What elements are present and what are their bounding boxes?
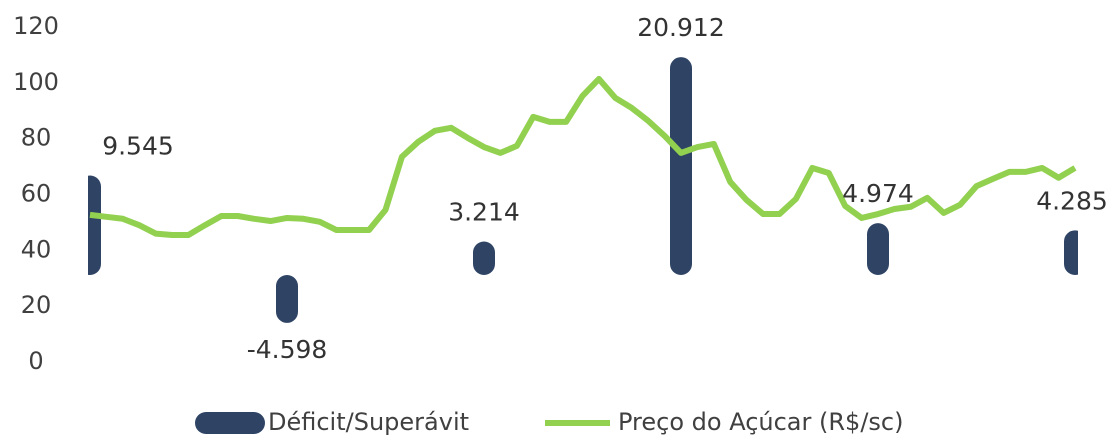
y-tick-label: 60	[21, 180, 52, 208]
legend-swatch	[195, 412, 265, 434]
data-label: 3.214	[448, 198, 520, 227]
bar	[1064, 230, 1078, 275]
bar	[473, 241, 495, 275]
y-tick-label: 20	[21, 291, 52, 319]
legend-label: Déficit/Superávit	[268, 408, 469, 436]
y-tick-label: 0	[28, 347, 43, 375]
plot-area	[88, 57, 1078, 323]
bar	[867, 223, 889, 275]
data-label: 20.912	[637, 13, 724, 42]
data-label: 9.545	[102, 132, 174, 161]
data-label: 4.974	[842, 179, 914, 208]
y-tick-label: 40	[21, 235, 52, 263]
legend-label: Preço do Açúcar (R$/sc)	[618, 408, 903, 436]
y-tick-label: 100	[13, 68, 59, 96]
bar	[670, 57, 692, 275]
data-label: 4.285	[1036, 186, 1108, 215]
y-tick-label: 80	[21, 124, 52, 152]
bar	[276, 274, 298, 323]
bar	[88, 175, 101, 275]
data-label: -4.598	[247, 335, 328, 364]
y-tick-label: 120	[13, 12, 59, 40]
line	[89, 75, 1077, 238]
